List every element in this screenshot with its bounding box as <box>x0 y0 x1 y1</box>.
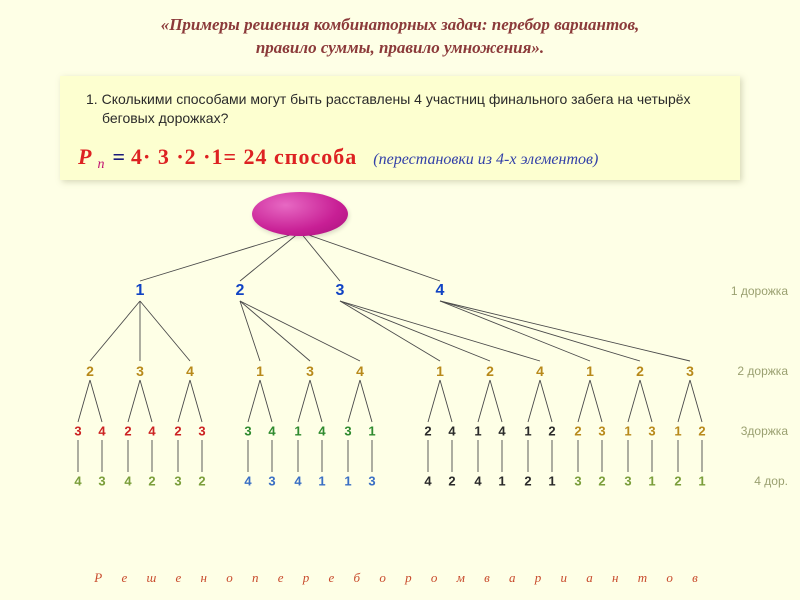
tree-node: 4 <box>294 473 301 488</box>
tree-node: 3 <box>174 473 181 488</box>
tree-node: 3 <box>574 473 581 488</box>
tree-node: 2 <box>698 423 705 438</box>
tree-node: 4 <box>424 473 431 488</box>
tree-node: 2 <box>548 423 555 438</box>
tree-node: 1 <box>474 423 481 438</box>
tree-node: 3 <box>648 423 655 438</box>
row-label: 3доржка <box>741 424 788 438</box>
tree-node: 1 <box>136 282 145 300</box>
tree-node: 1 <box>674 423 681 438</box>
tree-node: 4 <box>536 363 544 379</box>
tree-node: 2 <box>598 473 605 488</box>
problem-number: 1. <box>86 91 98 107</box>
tree-node: 4 <box>356 363 364 379</box>
tree-node: 4 <box>436 282 445 300</box>
tree-node: 1 <box>498 473 505 488</box>
tree-node: 2 <box>636 363 644 379</box>
tree-node: 3 <box>686 363 694 379</box>
tree-node: 4 <box>186 363 194 379</box>
problem-box: 1. Сколькими способами могут быть расста… <box>60 76 740 180</box>
row-label: 2 доржка <box>737 364 788 378</box>
tree-node: 4 <box>474 473 481 488</box>
tree-node: 4 <box>448 423 455 438</box>
problem-body: Сколькими способами могут быть расставле… <box>102 91 691 126</box>
tree-node: 1 <box>698 473 705 488</box>
tree-node: 1 <box>294 423 301 438</box>
tree-node: 4 <box>148 423 155 438</box>
tree-node: 2 <box>86 363 94 379</box>
title-line1: «Примеры решения комбинаторных задач: пе… <box>40 14 760 37</box>
tree-node: 2 <box>124 423 131 438</box>
tree-node: 2 <box>524 473 531 488</box>
tree-node: 4 <box>268 423 275 438</box>
tree-node: 4 <box>244 473 251 488</box>
tree-node: 3 <box>74 423 81 438</box>
formula-row: P n = 4· 3 ·2 ·1= 24 способа (перестанов… <box>78 144 722 170</box>
tree-node: 3 <box>368 473 375 488</box>
tree-node: 1 <box>436 363 444 379</box>
tree-node: 1 <box>344 473 351 488</box>
tree-node: 1 <box>548 473 555 488</box>
formula-p: P <box>78 144 91 170</box>
formula-expr: 4· 3 ·2 ·1= 24 способа <box>131 144 357 170</box>
tree-node: 2 <box>424 423 431 438</box>
tree-node: 1 <box>624 423 631 438</box>
tree-node: 2 <box>674 473 681 488</box>
tree-node: 2 <box>198 473 205 488</box>
problem-text: 1. Сколькими способами могут быть расста… <box>78 90 722 128</box>
tree-node: 4 <box>498 423 505 438</box>
tree-diagram: 1 2 3 4 1 дорожка 2 3 4 1 3 4 1 2 4 1 2 3 2 доржка 3 4 2 4 2 3 3… <box>0 186 800 516</box>
tree-node: 3 <box>136 363 144 379</box>
tree-node: 3 <box>624 473 631 488</box>
row-label: 4 дор. <box>754 474 788 488</box>
footer-note: Р е ш е н о п е р е б о р о м в а р и а … <box>0 570 800 586</box>
tree-node: 1 <box>256 363 264 379</box>
tree-node: 1 <box>586 363 594 379</box>
tree-node: 4 <box>74 473 81 488</box>
tree-node: 2 <box>448 473 455 488</box>
tree-root <box>252 192 348 236</box>
tree-node: 3 <box>598 423 605 438</box>
formula-note: (перестановки из 4-х элементов) <box>363 151 598 169</box>
tree-node: 3 <box>198 423 205 438</box>
tree-node: 3 <box>98 473 105 488</box>
tree-node: 3 <box>244 423 251 438</box>
row-label: 1 дорожка <box>731 284 788 298</box>
tree-edges <box>0 186 800 516</box>
formula-subscript: n <box>97 157 104 173</box>
page-title: «Примеры решения комбинаторных задач: пе… <box>0 0 800 68</box>
tree-node: 2 <box>236 282 245 300</box>
tree-node: 2 <box>574 423 581 438</box>
title-line2: правило суммы, правило умножения». <box>40 37 760 60</box>
tree-node: 3 <box>268 473 275 488</box>
tree-node: 1 <box>524 423 531 438</box>
tree-node: 4 <box>124 473 131 488</box>
tree-node: 2 <box>486 363 494 379</box>
tree-node: 1 <box>368 423 375 438</box>
tree-node: 1 <box>648 473 655 488</box>
tree-node: 4 <box>98 423 105 438</box>
tree-node: 3 <box>336 282 345 300</box>
formula-eq: = <box>112 144 125 170</box>
tree-node: 4 <box>318 423 325 438</box>
tree-node: 2 <box>174 423 181 438</box>
tree-node: 3 <box>344 423 351 438</box>
tree-node: 2 <box>148 473 155 488</box>
tree-node: 1 <box>318 473 325 488</box>
tree-node: 3 <box>306 363 314 379</box>
